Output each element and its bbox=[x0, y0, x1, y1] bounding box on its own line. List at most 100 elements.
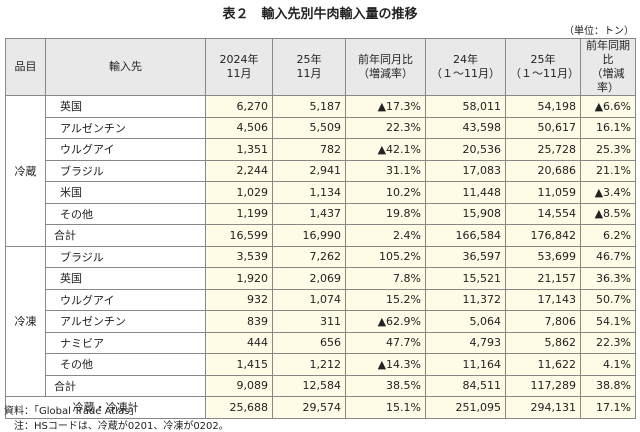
value-cell: 20,686 bbox=[505, 159, 581, 182]
row: 冷凍 ブラジル 3,539 7,262 105.2% 36,597 53,699 46.7% bbox=[5, 245, 636, 397]
value-cell: 15.2% bbox=[345, 288, 426, 311]
value-cell: 176,842 bbox=[505, 224, 581, 247]
value-cell: 656 bbox=[272, 331, 346, 354]
value-cell: 1,437 bbox=[272, 202, 346, 225]
value-cell: 5,064 bbox=[425, 310, 506, 333]
value-cell: 31.1% bbox=[345, 159, 426, 182]
value-cell: 444 bbox=[205, 331, 273, 354]
value-cell: 17,083 bbox=[425, 159, 506, 182]
grand-total-label: 冷蔵・冷凍計 bbox=[5, 396, 206, 419]
value-cell: ▲6.6% bbox=[580, 95, 636, 118]
value-cell: 294,131 bbox=[505, 396, 581, 419]
value-cell: 21,157 bbox=[505, 267, 581, 290]
value-cell: 36.3% bbox=[580, 267, 636, 290]
value-cell: 25,688 bbox=[205, 396, 273, 419]
category-cell: 冷蔵 bbox=[5, 95, 46, 247]
value-cell: 11,164 bbox=[425, 353, 506, 376]
value-cell: 38.5% bbox=[345, 374, 426, 397]
value-cell: 54,198 bbox=[505, 95, 581, 118]
value-cell: 25,728 bbox=[505, 138, 581, 161]
value-cell: 16.1% bbox=[580, 116, 636, 139]
value-cell: 4,506 bbox=[205, 116, 273, 139]
header-cell: 25年 11月 bbox=[272, 38, 346, 96]
value-cell: 1,351 bbox=[205, 138, 273, 161]
value-cell: ▲8.5% bbox=[580, 202, 636, 225]
source-cell: ウルグアイ bbox=[45, 138, 206, 161]
value-cell: 782 bbox=[272, 138, 346, 161]
value-cell: 9,089 bbox=[205, 374, 273, 397]
value-cell: 3,539 bbox=[205, 245, 273, 268]
value-cell: 20,536 bbox=[425, 138, 506, 161]
value-cell: 58,011 bbox=[425, 95, 506, 118]
table-body: 冷蔵 英国 6,270 5,187 ▲17.3% 58,011 54,198 ▲6.6% アルゼ… bbox=[5, 95, 636, 419]
value-cell: 2,069 bbox=[272, 267, 346, 290]
value-cell: 50.7% bbox=[580, 288, 636, 311]
table: 品目 輸入先 2024年 11月 25年 11月 前年同月比 （増減率） 24年 （１… bbox=[5, 38, 636, 419]
source-cell: 英国 bbox=[45, 95, 206, 118]
value-cell: 11,622 bbox=[505, 353, 581, 376]
value-cell: ▲3.4% bbox=[580, 181, 636, 204]
unit: （単位：トン） bbox=[564, 26, 634, 37]
value-cell: ▲62.9% bbox=[345, 310, 426, 333]
source-cell: アルゼンチン bbox=[45, 310, 206, 333]
row: 冷蔵 英国 6,270 5,187 ▲17.3% 58,011 54,198 ▲6.6% bbox=[5, 95, 636, 247]
title: 表２ 輸入先別牛肉輸入量の推移 bbox=[222, 7, 418, 22]
value-cell: 5,862 bbox=[505, 331, 581, 354]
value-cell: ▲14.3% bbox=[345, 353, 426, 376]
source-cell: 合計 bbox=[45, 224, 206, 247]
value-cell: 1,415 bbox=[205, 353, 273, 376]
header-cell: 品目 bbox=[5, 38, 46, 96]
row: 合計 16,599 16,990 2.4% 166,584 176,842 6.2% bbox=[6, 224, 636, 247]
category-cell: 冷凍 bbox=[5, 245, 46, 397]
row: その他 1,415 1,212 ▲14.3% 11,164 11,622 4.1% bbox=[6, 353, 636, 376]
source-cell: 合計 bbox=[45, 374, 206, 397]
value-cell: 7,262 bbox=[272, 245, 346, 268]
header-row: 品目 輸入先 2024年 11月 25年 11月 前年同月比 （増減率） 24年 （１… bbox=[5, 38, 636, 96]
header-cell: 輸入先 bbox=[45, 38, 206, 96]
value-cell: 46.7% bbox=[580, 245, 636, 268]
value-cell: 19.8% bbox=[345, 202, 426, 225]
value-cell: 16,990 bbox=[272, 224, 346, 247]
source-cell: アルゼンチン bbox=[45, 116, 206, 139]
value-cell: 11,372 bbox=[425, 288, 506, 311]
source-cell: 米国 bbox=[45, 181, 206, 204]
value-cell: 932 bbox=[205, 288, 273, 311]
source-cell: その他 bbox=[45, 202, 206, 225]
value-cell: 38.8% bbox=[580, 374, 636, 397]
value-cell: 1,212 bbox=[272, 353, 346, 376]
value-cell: 2.4% bbox=[345, 224, 426, 247]
value-cell: 54.1% bbox=[580, 310, 636, 333]
value-cell: ▲42.1% bbox=[345, 138, 426, 161]
value-cell: 105.2% bbox=[345, 245, 426, 268]
value-cell: 251,095 bbox=[425, 396, 506, 419]
row: その他 1,199 1,437 19.8% 15,908 14,554 ▲8.5% bbox=[6, 202, 636, 225]
value-cell: 2,244 bbox=[205, 159, 273, 182]
value-cell: 2,941 bbox=[272, 159, 346, 182]
value-cell: 17,143 bbox=[505, 288, 581, 311]
value-cell: 50,617 bbox=[505, 116, 581, 139]
row: 合計 9,089 12,584 38.5% 84,511 117,289 38.8% bbox=[6, 374, 636, 397]
value-cell: 53,699 bbox=[505, 245, 581, 268]
value-cell: 11,059 bbox=[505, 181, 581, 204]
source-cell: ブラジル bbox=[45, 245, 206, 268]
value-cell: 12,584 bbox=[272, 374, 346, 397]
row: 英国 1,920 2,069 7.8% 15,521 21,157 36.3% bbox=[6, 267, 636, 290]
value-cell: 21.1% bbox=[580, 159, 636, 182]
value-cell: 4.1% bbox=[580, 353, 636, 376]
note: 資料：「Global Trade Atlas」 bbox=[4, 406, 140, 417]
value-cell: 5,187 bbox=[272, 95, 346, 118]
value-cell: 16,599 bbox=[205, 224, 273, 247]
row: アルゼンチン 839 311 ▲62.9% 5,064 7,806 54.1% bbox=[6, 310, 636, 333]
value-cell: 4,793 bbox=[425, 331, 506, 354]
value-cell: 311 bbox=[272, 310, 346, 333]
value-cell: 15,908 bbox=[425, 202, 506, 225]
source-cell: ナミビア bbox=[45, 331, 206, 354]
row: ウルグアイ 1,351 782 ▲42.1% 20,536 25,728 25.3% bbox=[6, 138, 636, 161]
row: 米国 1,029 1,134 10.2% 11,448 11,059 ▲3.4% bbox=[6, 181, 636, 204]
source-cell: ウルグアイ bbox=[45, 288, 206, 311]
value-cell: 7,806 bbox=[505, 310, 581, 333]
value-cell: 5,509 bbox=[272, 116, 346, 139]
value-cell: 84,511 bbox=[425, 374, 506, 397]
value-cell: 43,598 bbox=[425, 116, 506, 139]
value-cell: 10.2% bbox=[345, 181, 426, 204]
